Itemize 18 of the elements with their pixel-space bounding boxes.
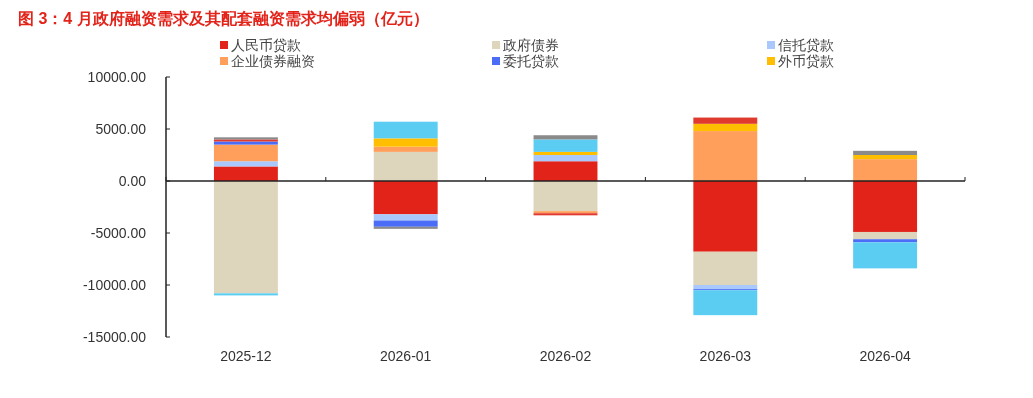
legend-label: 信托贷款 [778, 37, 834, 53]
chart-title: 图 3：4 月政府融资需求及其配套融资需求均偏弱（亿元） [18, 9, 429, 28]
x-tick-label: 2026-03 [699, 348, 752, 364]
legend-label: 企业债券融资 [231, 53, 315, 69]
x-tick-label: 2025-12 [220, 348, 272, 364]
x-tick-label: 2026-01 [380, 348, 432, 364]
legend-label: 政府债券 [503, 37, 559, 53]
y-tick-label: 10000.00 [87, 69, 147, 85]
legend-label: 人民币贷款 [231, 37, 301, 53]
legend-label: 外币贷款 [778, 53, 834, 69]
y-tick-label: -5000.00 [90, 225, 147, 241]
y-tick-label: -15000.00 [82, 329, 147, 345]
y-tick-label: 0.00 [118, 173, 147, 189]
x-tick-label: 2026-04 [859, 348, 911, 364]
x-tick-label: 2026-02 [539, 348, 592, 364]
y-tick-label: 5000.00 [95, 121, 147, 137]
legend-label: 委托贷款 [503, 53, 559, 69]
y-tick-label: -10000.00 [82, 277, 147, 293]
